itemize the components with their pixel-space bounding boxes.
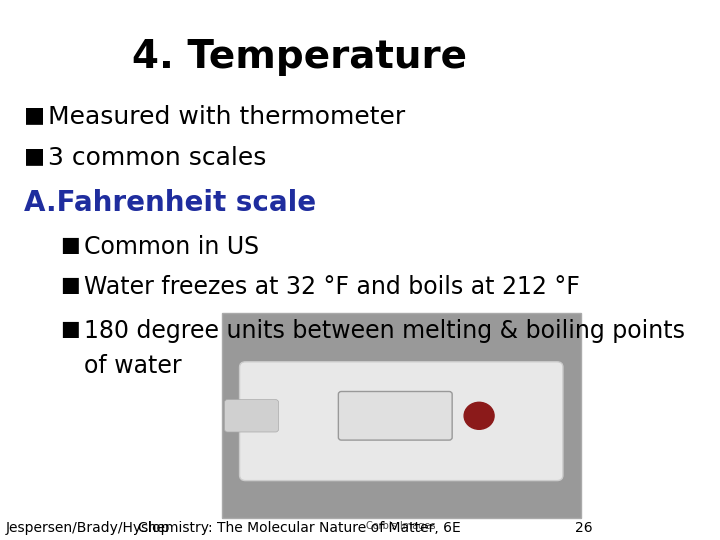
Text: ■: ■ <box>60 235 80 255</box>
Text: Water freezes at 32 °F and boils at 212 °F: Water freezes at 32 °F and boils at 212 … <box>84 275 580 299</box>
FancyBboxPatch shape <box>240 362 563 481</box>
Text: ■: ■ <box>60 319 80 339</box>
Text: Jespersen/Brady/Hyslop: Jespersen/Brady/Hyslop <box>6 521 171 535</box>
Text: 3 common scales: 3 common scales <box>48 146 266 170</box>
Text: ■: ■ <box>60 275 80 295</box>
Circle shape <box>464 402 494 429</box>
Text: Chemistry: The Molecular Nature of Matter, 6E: Chemistry: The Molecular Nature of Matte… <box>138 521 461 535</box>
Text: Corbis Images: Corbis Images <box>366 521 436 531</box>
Text: Common in US: Common in US <box>84 235 259 259</box>
Text: 4. Temperature: 4. Temperature <box>132 38 467 76</box>
Text: 180 degree units between melting & boiling points: 180 degree units between melting & boili… <box>84 319 685 342</box>
FancyBboxPatch shape <box>338 392 452 440</box>
FancyBboxPatch shape <box>222 313 581 518</box>
Text: A.Fahrenheit scale: A.Fahrenheit scale <box>24 189 316 217</box>
Text: ■: ■ <box>24 105 45 125</box>
Text: ■: ■ <box>24 146 45 166</box>
Text: Measured with thermometer: Measured with thermometer <box>48 105 405 129</box>
Text: of water: of water <box>84 354 181 377</box>
Text: 26: 26 <box>575 521 593 535</box>
FancyBboxPatch shape <box>225 400 279 432</box>
